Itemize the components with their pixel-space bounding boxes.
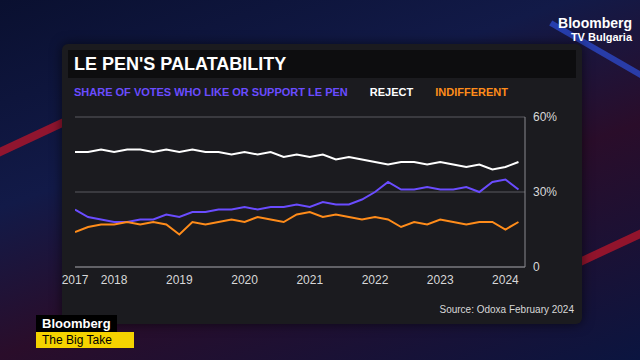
html-text:TV Bulgaria: TV Bulgaria — [570, 31, 632, 43]
html-text:SHARE OF VOTES WHO LIKE OR SUP: SHARE OF VOTES WHO LIKE OR SUPPORT LE PE… — [74, 86, 348, 98]
svg-text:2021: 2021 — [296, 273, 323, 287]
svg-text:2019: 2019 — [166, 273, 193, 287]
svg-text:0: 0 — [533, 260, 540, 274]
html-text:Bloomberg: Bloomberg — [558, 15, 632, 31]
html-text:LE PEN'S PALATABILITY: LE PEN'S PALATABILITY — [74, 54, 287, 74]
html-text:REJECT: REJECT — [369, 86, 414, 98]
svg-text:2018: 2018 — [101, 273, 128, 287]
svg-text:2023: 2023 — [427, 273, 454, 287]
svg-text:2017: 2017 — [62, 273, 89, 287]
svg-text:2020: 2020 — [231, 273, 258, 287]
html-text:Bloomberg: Bloomberg — [42, 316, 111, 331]
svg-text:2024: 2024 — [492, 273, 519, 287]
svg-text:2022: 2022 — [362, 273, 389, 287]
html-text:Source: Odoxa February 2024: Source: Odoxa February 2024 — [439, 304, 574, 315]
svg-text:30%: 30% — [533, 185, 557, 199]
html-text:INDIFFERENT: INDIFFERENT — [435, 86, 508, 98]
svg-text:60%: 60% — [533, 110, 557, 124]
html-text:The Big Take: The Big Take — [42, 333, 112, 347]
